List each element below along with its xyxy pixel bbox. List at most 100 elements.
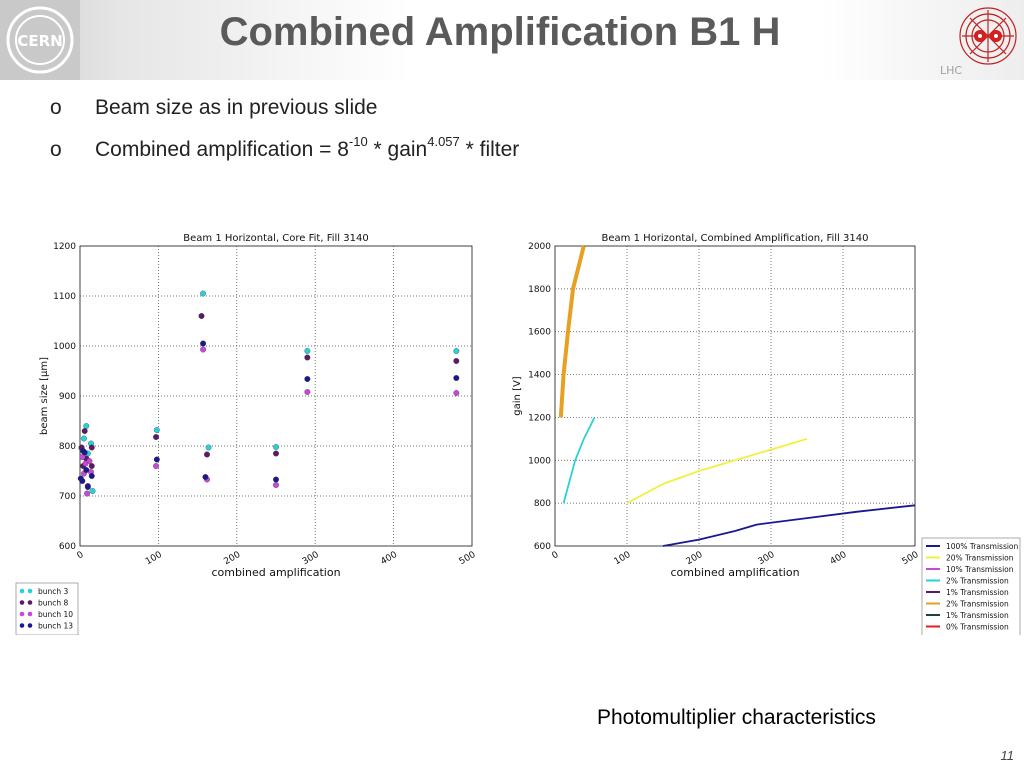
data-point [153,434,159,440]
data-point [304,389,311,395]
y-tick-label: 700 [59,492,76,502]
x-tick-label: 0 [76,550,86,562]
formula-part: * gain [367,138,428,161]
x-tick-label: 200 [222,550,242,567]
legend-label: 1% Transmission [946,611,1009,620]
legend-label: bunch 10 [38,610,73,619]
cern-logo-text: CERN [17,32,62,50]
data-point [83,467,90,473]
cern-logo: CERN [0,0,80,80]
core-fit-chart: Beam 1 Horizontal, Core Fit, Fill 3140 c… [15,233,478,635]
page-number: 11 [1000,748,1015,763]
data-lines [558,245,916,547]
data-point [83,423,90,429]
lhc-logo: LHC [940,7,1017,77]
y-ticks: 600 800 1000 1200 1400 1600 1800 2000 [528,242,551,552]
bullet-formula: Combined amplification = 8-10 * gain4.05… [95,134,520,162]
data-point [453,348,460,354]
series-line [562,416,596,504]
y-tick-label: 1000 [53,342,76,352]
formula-part: Combined amplification = 8 [95,138,349,161]
legend-label: 20% Transmission [946,554,1014,563]
data-point [81,449,88,456]
y-tick-label: 800 [534,499,551,509]
data-point [304,348,311,354]
data-point [273,476,279,483]
data-point [200,290,207,297]
legend-marker [19,611,25,617]
chart-title: Beam 1 Horizontal, Combined Amplificatio… [602,233,869,244]
data-point [273,450,279,457]
data-point [273,444,279,450]
legend-marker [19,600,25,605]
data-point [204,451,210,458]
legend-label: 2% Transmission [946,600,1009,609]
x-tick-label: 500 [458,550,478,567]
data-point [81,428,88,434]
figure-caption: Photomultiplier characteristics [597,706,876,729]
legend-marker [27,623,33,628]
legend-label: bunch 8 [38,599,69,608]
data-point [453,375,460,381]
legend: bunch 3 bunch 8 bunch 10 bunch 13 [15,582,79,635]
y-axis-label: beam size [μm] [39,357,50,435]
combined-amplification-chart: Beam 1 Horizontal, Combined Amplificatio… [512,233,1021,635]
data-point [202,474,209,480]
y-tick-label: 1100 [53,292,76,302]
data-point [88,463,95,469]
data-point [84,490,91,497]
data-point [453,358,460,364]
slide-header [0,0,1024,80]
legend-label: 1% Transmission [946,588,1009,597]
y-tick-label: 800 [59,442,76,452]
x-tick-label: 200 [685,550,705,567]
series-line [626,438,808,504]
lhc-logo-text: LHC [940,64,962,77]
data-point [304,354,311,361]
y-tick-label: 1400 [528,371,551,381]
x-tick-label: 400 [379,550,399,567]
legend-box [15,582,79,635]
x-tick-label: 100 [144,550,164,567]
x-tick-label: 400 [829,550,849,567]
data-point [84,484,91,490]
y-tick-label: 900 [59,392,76,402]
legend: 100% Transmission 20% Transmission 10% Tra… [921,537,1021,635]
y-tick-label: 1800 [528,285,551,295]
bullet-mark: o [50,138,62,161]
y-tick-label: 1000 [528,456,551,466]
legend-marker [27,588,33,594]
chart-title: Beam 1 Horizontal, Core Fit, Fill 3140 [183,233,368,244]
y-tick-label: 1600 [528,328,551,338]
data-point [88,473,95,479]
data-point [205,444,212,451]
legend-label: 2% Transmission [946,577,1009,586]
formula-exponent: -10 [348,134,368,149]
x-tick-label: 500 [901,550,921,567]
data-point [198,313,205,319]
data-point [153,463,159,469]
x-tick-label: 300 [757,550,777,567]
y-ticks: 600 700 800 900 1000 1100 1200 [53,242,76,552]
x-ticks: 0 100 200 300 400 500 [76,550,478,567]
y-tick-label: 1200 [53,242,76,252]
y-tick-label: 600 [534,542,551,552]
y-tick-label: 2000 [528,242,551,252]
x-axis-label: combined amplification [211,566,340,579]
x-axis-label: combined amplification [670,566,799,579]
data-point [80,435,87,442]
data-point [200,340,207,347]
data-point [79,478,86,484]
data-point [200,346,207,353]
x-ticks: 0 100 200 300 400 500 [551,550,921,567]
legend-box [921,537,1021,635]
data-point [153,427,160,433]
legend-label: 10% Transmission [946,565,1014,574]
data-point [304,376,311,382]
y-tick-label: 1200 [528,413,551,423]
legend-marker [19,623,25,628]
bullet-text: Beam size as in previous slide [95,96,378,119]
formula-part: * filter [459,138,520,161]
y-tick-label: 600 [59,542,76,552]
y-axis-label: gain [V] [512,376,523,416]
